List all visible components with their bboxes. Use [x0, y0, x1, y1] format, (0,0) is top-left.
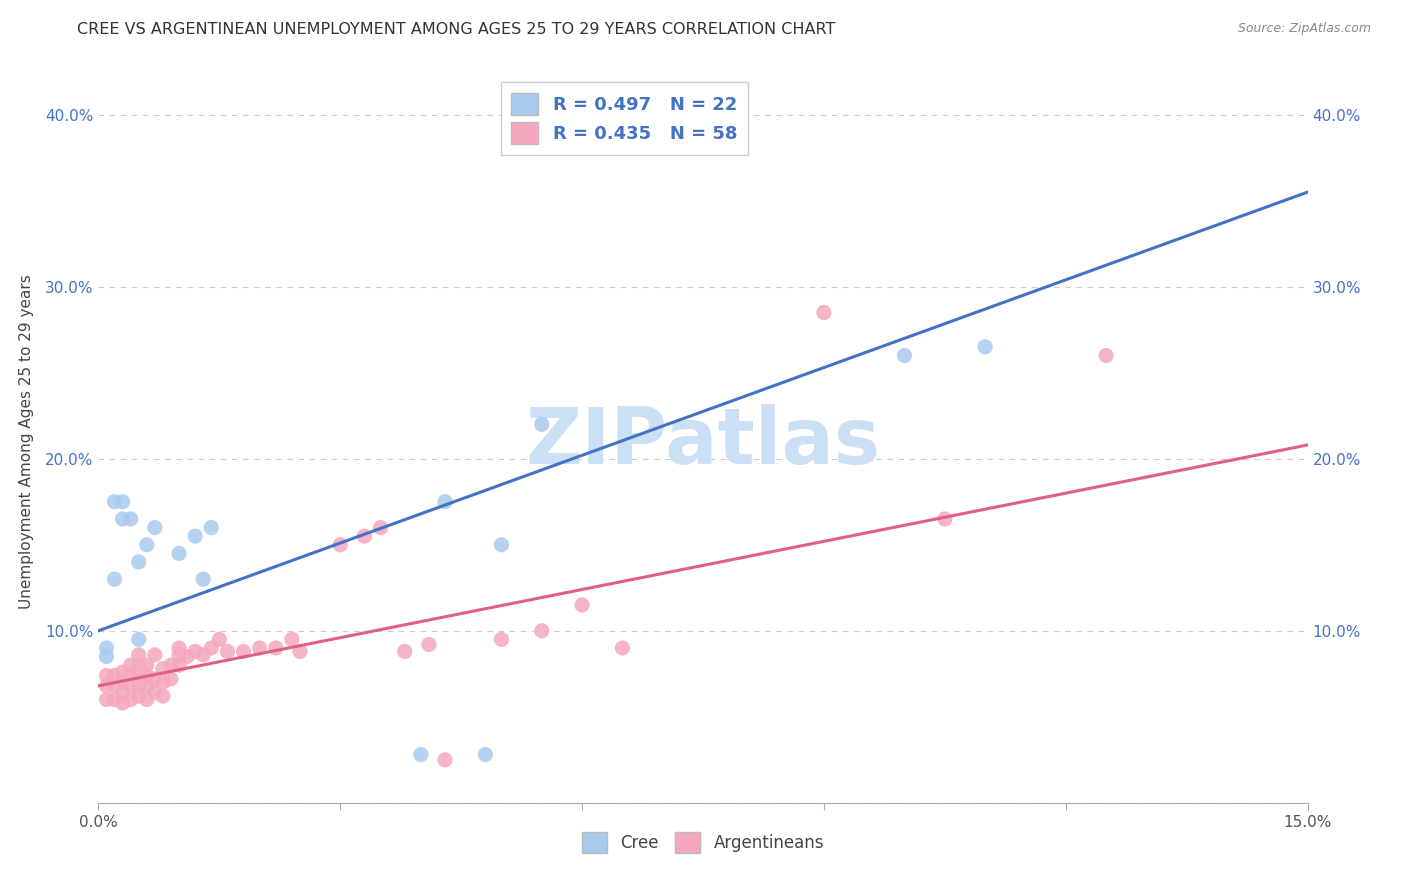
- Point: [111, 696, 134, 710]
- Point: [120, 679, 142, 693]
- Point: [176, 649, 198, 664]
- Point: [530, 417, 553, 432]
- Point: [474, 747, 496, 762]
- Point: [394, 644, 416, 658]
- Point: [353, 529, 375, 543]
- Point: [96, 668, 118, 682]
- Point: [934, 512, 956, 526]
- Point: [96, 640, 118, 655]
- Point: [103, 494, 125, 508]
- Point: [103, 692, 125, 706]
- Point: [143, 672, 166, 686]
- Point: [491, 632, 513, 647]
- Point: [111, 665, 134, 679]
- Point: [152, 662, 174, 676]
- Point: [409, 747, 432, 762]
- Point: [111, 494, 134, 508]
- Point: [491, 538, 513, 552]
- Point: [120, 692, 142, 706]
- Point: [111, 512, 134, 526]
- Point: [160, 672, 183, 686]
- Point: [143, 686, 166, 700]
- Point: [120, 658, 142, 673]
- Point: [281, 632, 304, 647]
- Point: [193, 572, 215, 586]
- Point: [120, 668, 142, 682]
- Text: CREE VS ARGENTINEAN UNEMPLOYMENT AMONG AGES 25 TO 29 YEARS CORRELATION CHART: CREE VS ARGENTINEAN UNEMPLOYMENT AMONG A…: [77, 22, 835, 37]
- Point: [103, 668, 125, 682]
- Point: [96, 649, 118, 664]
- Point: [434, 753, 457, 767]
- Point: [200, 520, 222, 534]
- Legend: Cree, Argentineans: Cree, Argentineans: [575, 826, 831, 860]
- Point: [135, 538, 157, 552]
- Point: [184, 644, 207, 658]
- Point: [128, 679, 150, 693]
- Point: [135, 668, 157, 682]
- Point: [167, 648, 190, 662]
- Point: [434, 494, 457, 508]
- Point: [128, 632, 150, 647]
- Point: [128, 668, 150, 682]
- Point: [264, 640, 287, 655]
- Point: [200, 640, 222, 655]
- Point: [128, 689, 150, 703]
- Point: [167, 658, 190, 673]
- Point: [813, 305, 835, 319]
- Point: [96, 692, 118, 706]
- Point: [193, 648, 215, 662]
- Point: [370, 520, 392, 534]
- Point: [329, 538, 352, 552]
- Text: Source: ZipAtlas.com: Source: ZipAtlas.com: [1237, 22, 1371, 36]
- Point: [208, 632, 231, 647]
- Point: [152, 689, 174, 703]
- Point: [111, 686, 134, 700]
- Point: [120, 512, 142, 526]
- Point: [103, 679, 125, 693]
- Point: [612, 640, 634, 655]
- Point: [217, 644, 239, 658]
- Point: [167, 640, 190, 655]
- Text: ZIPatlas: ZIPatlas: [526, 403, 880, 480]
- Point: [232, 644, 254, 658]
- Point: [249, 640, 271, 655]
- Point: [128, 555, 150, 569]
- Point: [135, 658, 157, 673]
- Point: [96, 679, 118, 693]
- Y-axis label: Unemployment Among Ages 25 to 29 years: Unemployment Among Ages 25 to 29 years: [18, 274, 34, 609]
- Point: [135, 692, 157, 706]
- Point: [974, 340, 997, 354]
- Point: [128, 648, 150, 662]
- Point: [288, 644, 311, 658]
- Point: [571, 598, 593, 612]
- Point: [160, 658, 183, 673]
- Point: [143, 648, 166, 662]
- Point: [893, 349, 915, 363]
- Point: [530, 624, 553, 638]
- Point: [418, 638, 440, 652]
- Point: [152, 675, 174, 690]
- Point: [103, 572, 125, 586]
- Point: [111, 675, 134, 690]
- Point: [135, 679, 157, 693]
- Point: [167, 546, 190, 560]
- Point: [143, 520, 166, 534]
- Point: [184, 529, 207, 543]
- Point: [128, 658, 150, 673]
- Point: [1095, 349, 1118, 363]
